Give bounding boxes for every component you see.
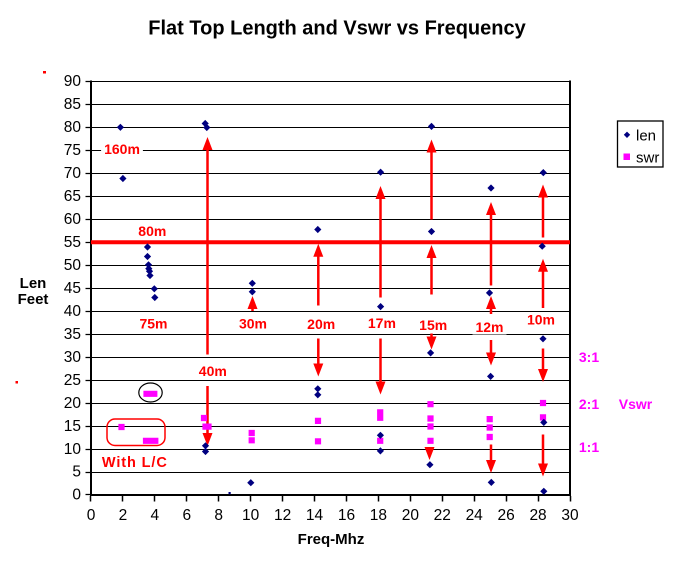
svg-text:75m: 75m (139, 316, 167, 332)
svg-text:80m: 80m (138, 223, 166, 239)
svg-text:Freq-Mhz: Freq-Mhz (298, 531, 365, 548)
svg-text:20: 20 (402, 507, 420, 524)
svg-text:12m: 12m (475, 319, 503, 335)
svg-text:70: 70 (64, 165, 82, 182)
svg-text:3:1: 3:1 (579, 349, 599, 365)
svg-text:26: 26 (498, 507, 515, 524)
svg-text:25: 25 (64, 372, 81, 389)
svg-text:16: 16 (338, 507, 355, 524)
svg-text:55: 55 (64, 234, 81, 251)
svg-text:45: 45 (64, 280, 81, 297)
svg-text:160m: 160m (104, 141, 140, 157)
svg-text:20m: 20m (307, 316, 335, 332)
svg-text:18: 18 (370, 507, 387, 524)
svg-text:Flat Top Length and Vswr vs Fr: Flat Top Length and Vswr vs Frequency (148, 18, 526, 40)
svg-text:14: 14 (306, 507, 324, 524)
svg-text:10m: 10m (527, 312, 555, 328)
svg-text:30: 30 (64, 349, 82, 366)
svg-text:With L/C: With L/C (102, 455, 168, 471)
svg-text:40: 40 (64, 303, 82, 320)
svg-text:28: 28 (529, 507, 546, 524)
svg-text:17m: 17m (368, 315, 396, 331)
svg-text:40m: 40m (199, 363, 227, 379)
svg-text:30m: 30m (239, 316, 267, 332)
svg-text:0: 0 (87, 507, 96, 524)
svg-text:10: 10 (242, 507, 260, 524)
svg-text:1:1: 1:1 (579, 439, 599, 455)
svg-text:50: 50 (64, 257, 82, 274)
svg-text:2: 2 (119, 507, 128, 524)
svg-text:Feet: Feet (18, 291, 49, 308)
svg-text:24: 24 (466, 507, 484, 524)
svg-text:Len: Len (20, 275, 47, 292)
svg-text:80: 80 (64, 119, 82, 136)
svg-text:swr: swr (636, 150, 659, 167)
svg-text:75: 75 (64, 142, 81, 159)
svg-text:12: 12 (274, 507, 291, 524)
svg-text:90: 90 (64, 73, 82, 90)
svg-text:len: len (636, 128, 656, 145)
svg-text:35: 35 (64, 326, 81, 343)
svg-text:15: 15 (64, 418, 81, 435)
svg-text:4: 4 (151, 507, 160, 524)
svg-text:30: 30 (561, 507, 579, 524)
svg-text:2:1: 2:1 (579, 396, 599, 412)
svg-text:0: 0 (72, 487, 81, 504)
svg-text:15m: 15m (419, 317, 447, 333)
svg-text:5: 5 (72, 464, 81, 481)
svg-text:20: 20 (64, 395, 82, 412)
svg-text:65: 65 (64, 188, 81, 205)
svg-text:Vswr: Vswr (619, 396, 653, 412)
svg-text:10: 10 (64, 441, 82, 458)
svg-text:6: 6 (182, 507, 191, 524)
svg-text:22: 22 (434, 507, 451, 524)
svg-text:85: 85 (64, 96, 81, 113)
svg-text:60: 60 (64, 211, 82, 228)
svg-text:8: 8 (214, 507, 223, 524)
